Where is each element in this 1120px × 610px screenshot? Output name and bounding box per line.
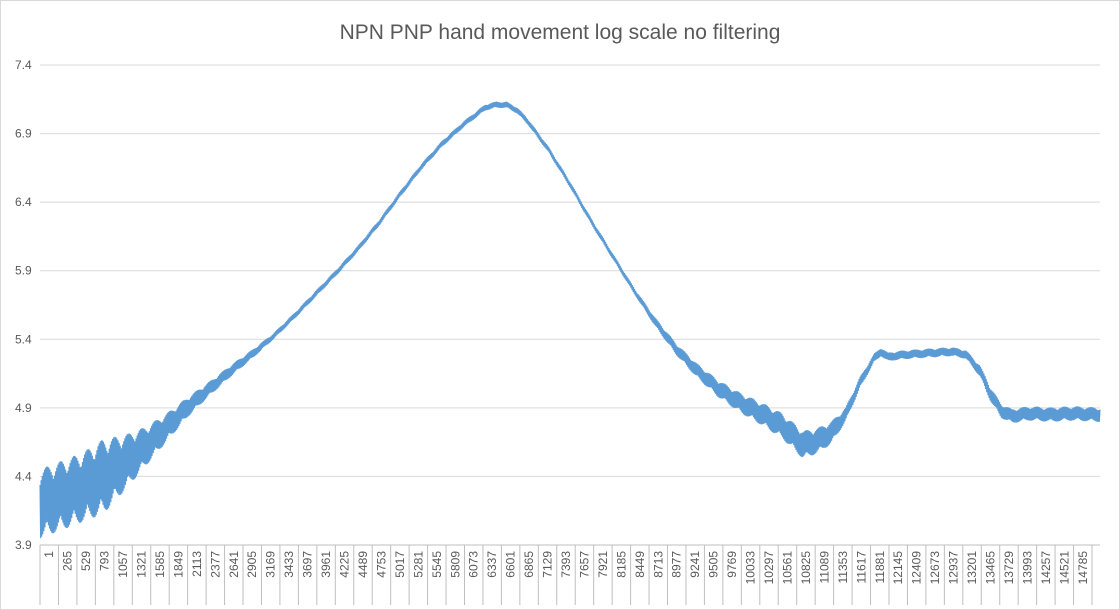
series-line-0	[39, 101, 1101, 539]
x-tick-label: 2113	[190, 551, 204, 577]
x-tick-label: 6073	[467, 551, 481, 578]
x-tick-label: 7921	[596, 551, 610, 578]
x-tick-label: 7657	[577, 551, 591, 578]
x-tick-label: 12937	[947, 551, 961, 585]
x-tick-label: 9505	[707, 551, 721, 578]
x-tick-label: 2377	[208, 551, 222, 578]
x-tick-label: 11617	[854, 551, 868, 584]
x-tick-label: 4753	[374, 551, 388, 578]
x-tick-label: 6337	[485, 551, 499, 578]
x-tick-label: 6601	[504, 551, 518, 578]
x-tick-label: 529	[79, 551, 93, 571]
y-tick-label: 4.9	[15, 401, 32, 415]
x-tick-label: 5809	[448, 551, 462, 578]
x-tick-label: 13465	[983, 551, 997, 585]
x-tick-label: 3433	[282, 551, 296, 578]
x-tick-label: 11353	[836, 551, 850, 584]
gridlines	[40, 64, 1100, 477]
x-tick-label: 11881	[873, 551, 887, 584]
y-tick-label: 6.4	[15, 195, 32, 209]
x-tick-label: 5281	[411, 551, 425, 578]
x-tick-label: 793	[98, 551, 112, 571]
x-tick-label: 7393	[559, 551, 573, 578]
x-tick-label: 12145	[891, 551, 905, 585]
x-tick-label: 10561	[780, 551, 794, 585]
x-tick-label: 14521	[1057, 551, 1071, 585]
x-tick-label: 8713	[651, 551, 665, 578]
x-tick-label: 12409	[910, 551, 924, 585]
x-tick-label: 5545	[430, 551, 444, 578]
y-tick-label: 5.9	[15, 264, 32, 278]
x-tick-label: 9769	[725, 551, 739, 578]
x-tick-label: 8977	[670, 551, 684, 578]
x-tick-label: 3169	[264, 551, 278, 578]
x-tick-label: 13201	[965, 551, 979, 585]
x-tick-label: 1849	[171, 551, 185, 578]
x-tick-label: 3697	[301, 551, 315, 578]
x-tick-label: 265	[61, 551, 75, 571]
x-tick-label: 8449	[633, 551, 647, 578]
x-tick-label: 1057	[116, 551, 130, 578]
x-tick-label: 1585	[153, 551, 167, 578]
x-tick-label: 4225	[338, 551, 352, 578]
x-tick-label: 10825	[799, 551, 813, 585]
x-tick-label: 7129	[541, 551, 555, 578]
x-axis: 1 265 529 793 1057 1321 1585 1849 2113 2377 2641 29…	[39, 544, 1100, 605]
y-axis-tick-labels: 3.9 4.4 4.9 5.4 5.9 6.4 6.9 7.4	[15, 58, 32, 552]
x-tick-label: 10297	[762, 551, 776, 585]
x-tick-label: 5017	[393, 551, 407, 578]
chart-title: NPN PNP hand movement log scale no filte…	[340, 21, 781, 44]
y-tick-label: 5.4	[15, 332, 32, 346]
x-tick-label: 1321	[135, 551, 149, 578]
x-tick-label: 11089	[817, 551, 831, 584]
series-area	[39, 101, 1101, 539]
x-tick-label: 3961	[319, 551, 333, 578]
x-tick-label: 4489	[356, 551, 370, 578]
x-tick-label: 14257	[1039, 551, 1053, 585]
x-tick-label: 10033	[744, 551, 758, 585]
y-tick-label: 3.9	[15, 538, 32, 552]
x-tick-label: 2641	[227, 551, 241, 578]
x-tick-label: 1	[42, 551, 56, 558]
y-tick-label: 4.4	[15, 469, 32, 483]
y-tick-label: 7.4	[15, 58, 32, 72]
x-tick-label: 2905	[245, 551, 259, 578]
x-tick-label: 6865	[522, 551, 536, 578]
x-tick-label: 13993	[1020, 551, 1034, 585]
x-tick-label: 14785	[1076, 551, 1090, 585]
x-tick-label: 9241	[688, 551, 702, 578]
x-tick-label: 12673	[928, 551, 942, 585]
x-tick-label: 13729	[1002, 551, 1016, 585]
y-tick-label: 6.9	[15, 127, 32, 141]
x-tick-label: 8185	[614, 551, 628, 578]
